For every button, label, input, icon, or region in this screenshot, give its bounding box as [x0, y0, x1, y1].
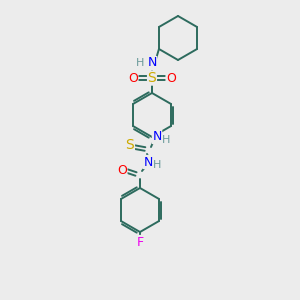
Text: S: S: [126, 138, 134, 152]
Text: N: N: [147, 56, 157, 70]
Text: H: H: [136, 58, 144, 68]
Text: F: F: [136, 236, 144, 248]
Text: S: S: [148, 71, 156, 85]
Text: N: N: [152, 130, 162, 143]
Text: O: O: [117, 164, 127, 176]
Text: O: O: [128, 71, 138, 85]
Text: O: O: [166, 71, 176, 85]
Text: N: N: [143, 155, 153, 169]
Text: H: H: [162, 135, 170, 145]
Text: H: H: [153, 160, 161, 170]
